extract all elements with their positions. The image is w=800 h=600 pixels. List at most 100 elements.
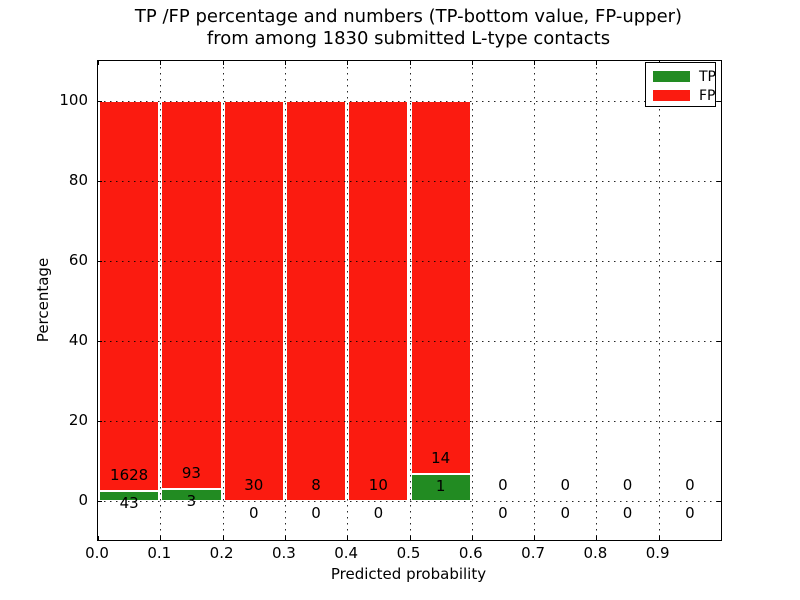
y-axis-tick (98, 181, 102, 182)
gridline-vertical (658, 61, 660, 540)
fp-swatch-icon (653, 90, 690, 101)
tp-count-label: 1 (435, 477, 446, 496)
x-tick-label: 0.0 (85, 544, 109, 562)
y-axis-tick (98, 421, 102, 422)
y-axis-tick-right (717, 341, 721, 342)
tp-count-label: 0 (311, 504, 321, 522)
y-tick-label: 20 (68, 411, 88, 429)
fp-count-label: 0 (622, 476, 633, 494)
y-tick-label: 80 (68, 171, 88, 189)
bar-segment-fp (410, 101, 471, 475)
tp-count-label: 0 (622, 504, 633, 522)
tp-count-label: 43 (119, 493, 139, 512)
x-tick-label: 0.3 (271, 544, 296, 562)
gridline-vertical (160, 61, 162, 540)
gridline-vertical (471, 61, 473, 540)
gridline-horizontal (98, 421, 721, 422)
bar-segment-fp (99, 101, 160, 491)
fp-count-label: 30 (244, 476, 264, 494)
x-axis-tick (347, 536, 349, 540)
legend-item-tp: TP (646, 67, 716, 86)
y-axis-tick-right (717, 181, 721, 182)
legend-label-fp: FP (699, 87, 716, 104)
y-axis-tick (98, 101, 102, 102)
fp-count-label: 14 (431, 449, 451, 468)
bar-segment-tp (410, 474, 471, 501)
bar-segment-tp (99, 490, 160, 501)
x-tick-label: 0.2 (209, 544, 234, 562)
y-tick-label: 0 (78, 491, 88, 509)
x-tick-label: 0.1 (147, 544, 172, 562)
gridline-horizontal (98, 181, 721, 182)
tp-count-label: 0 (248, 504, 259, 522)
x-tick-label: 0.7 (521, 544, 546, 562)
x-axis-label: Predicted probability (330, 565, 487, 583)
x-axis-tick (409, 536, 411, 540)
y-axis-tick-right (717, 501, 721, 502)
bar-segment-fp (348, 101, 409, 501)
gridline-vertical (409, 61, 411, 540)
tp-swatch-icon (653, 71, 690, 82)
x-axis-tick (471, 536, 473, 540)
x-axis-tick (658, 536, 660, 540)
y-axis-label: Percentage (34, 257, 52, 343)
fp-count-label: 93 (181, 463, 201, 482)
tp-count-label: 0 (498, 504, 508, 522)
gridline-horizontal (98, 341, 721, 342)
x-tick-label: 0.4 (334, 544, 359, 562)
fp-count-label: 1628 (110, 465, 149, 484)
x-axis-tick (222, 536, 224, 540)
y-axis-tick (98, 341, 102, 342)
y-axis-tick (98, 501, 102, 502)
chart-title-line2: from among 1830 submitted L-type contact… (206, 28, 611, 49)
gridline-horizontal (98, 101, 721, 102)
bar-segment-fp (223, 101, 284, 501)
y-tick-label: 40 (68, 331, 88, 349)
x-tick-label: 0.6 (458, 544, 483, 562)
gridline-vertical (347, 61, 349, 540)
bar-segment-tp (161, 488, 222, 501)
x-axis-tick (98, 536, 99, 540)
legend-item-fp: FP (646, 86, 716, 105)
y-axis-tick-right (717, 421, 721, 422)
x-axis-tick-top (98, 61, 99, 65)
bar-segment-fp (161, 101, 222, 489)
tp-count-label: 3 (186, 491, 197, 510)
x-axis-tick-top (409, 61, 411, 65)
x-axis-tick-top (222, 61, 224, 65)
legend-label-tp: TP (699, 68, 716, 85)
fp-count-label: 0 (685, 476, 695, 494)
x-axis-tick-top (471, 61, 473, 65)
plot-area: 1628 43 93 3 30 0 8 0 10 0 14 1 0 0 0 0 0 0 0 0 (97, 60, 722, 541)
x-axis-tick (160, 536, 162, 540)
gridline-vertical (534, 61, 536, 540)
y-axis-tick-right (717, 261, 721, 262)
tp-count-label: 0 (685, 504, 695, 522)
y-tick-label: 60 (68, 251, 88, 269)
gridline-vertical (284, 61, 286, 540)
bar-segment-fp (285, 101, 347, 501)
fp-count-label: 0 (560, 476, 571, 494)
fp-count-label: 8 (311, 476, 321, 494)
x-axis-tick-top (534, 61, 536, 65)
y-axis-tick-right (717, 101, 721, 102)
gridline-horizontal (98, 501, 721, 502)
x-axis-tick-top (347, 61, 349, 65)
gridline-vertical (222, 61, 224, 540)
x-axis-tick-top (160, 61, 162, 65)
gridline-horizontal (98, 261, 721, 262)
y-tick-label: 100 (59, 91, 88, 109)
x-tick-label: 0.5 (396, 544, 421, 562)
y-axis-tick (98, 261, 102, 262)
tp-count-label: 0 (373, 504, 384, 522)
x-axis-tick-top (284, 61, 286, 65)
x-axis-tick-top (596, 61, 598, 65)
tp-count-label: 0 (560, 504, 571, 522)
x-tick-label: 0.9 (645, 544, 670, 562)
x-tick-label: 0.8 (583, 544, 608, 562)
fp-count-label: 0 (498, 476, 508, 494)
legend-box: TP FP (645, 62, 716, 107)
x-axis-tick (284, 536, 286, 540)
x-axis-tick (534, 536, 536, 540)
chart-title: TP /FP percentage and numbers (TP-bottom… (97, 6, 720, 50)
